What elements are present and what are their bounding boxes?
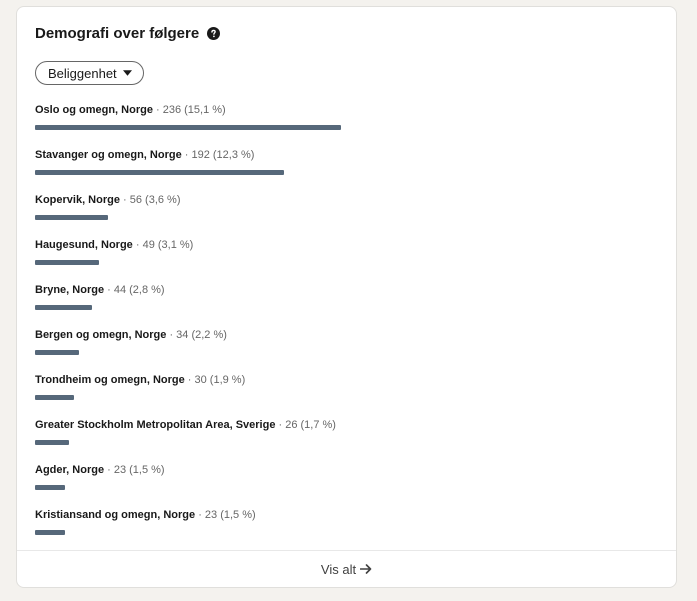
location-bar bbox=[35, 530, 65, 535]
location-name: Greater Stockholm Metropolitan Area, Sve… bbox=[35, 419, 276, 431]
location-list: Oslo og omegn, Norge · 236 (15,1 %) Stava… bbox=[35, 103, 658, 553]
location-bar bbox=[35, 395, 74, 400]
location-name: Agder, Norge bbox=[35, 464, 105, 476]
location-item: Agder, Norge · 23 (1,5 %) bbox=[35, 463, 658, 508]
location-item: Haugesund, Norge · 49 (3,1 %) bbox=[35, 238, 658, 283]
location-name: Kopervik, Norge bbox=[35, 194, 120, 206]
location-bar bbox=[35, 305, 92, 310]
location-text: Kopervik, Norge · 56 (3,6 %) bbox=[35, 193, 658, 207]
location-bar bbox=[35, 215, 108, 220]
location-bar bbox=[35, 125, 341, 130]
location-name: Haugesund, Norge bbox=[35, 239, 133, 251]
location-item: Oslo og omegn, Norge · 236 (15,1 %) bbox=[35, 103, 658, 148]
location-bar bbox=[35, 485, 65, 490]
location-item: Kristiansand og omegn, Norge · 23 (1,5 %… bbox=[35, 508, 658, 553]
location-item: Kopervik, Norge · 56 (3,6 %) bbox=[35, 193, 658, 238]
location-item: Stavanger og omegn, Norge · 192 (12,3 %) bbox=[35, 148, 658, 193]
location-count: · 23 (1,5 %) bbox=[104, 464, 165, 476]
card-footer: Vis alt bbox=[17, 550, 676, 587]
location-text: Bryne, Norge · 44 (2,8 %) bbox=[35, 283, 658, 297]
location-bar bbox=[35, 170, 284, 175]
filter-label: Beliggenhet bbox=[48, 65, 117, 81]
location-name: Trondheim og omegn, Norge bbox=[35, 374, 185, 386]
location-name: Stavanger og omegn, Norge bbox=[35, 149, 182, 161]
location-name: Kristiansand og omegn, Norge bbox=[35, 509, 196, 521]
location-bar bbox=[35, 350, 79, 355]
location-bar bbox=[35, 260, 99, 265]
location-count: · 49 (3,1 %) bbox=[132, 239, 194, 251]
location-text: Haugesund, Norge · 49 (3,1 %) bbox=[35, 238, 658, 252]
location-bar bbox=[35, 440, 69, 445]
location-text: Stavanger og omegn, Norge · 192 (12,3 %) bbox=[35, 148, 658, 162]
location-count: · 30 (1,9 %) bbox=[184, 374, 246, 386]
location-item: Trondheim og omegn, Norge · 30 (1,9 %) bbox=[35, 373, 658, 418]
location-count: · 26 (1,7 %) bbox=[275, 419, 336, 431]
location-count: · 23 (1,5 %) bbox=[195, 509, 256, 521]
location-text: Greater Stockholm Metropolitan Area, Sve… bbox=[35, 418, 658, 432]
location-count: · 44 (2,8 %) bbox=[104, 284, 165, 296]
show-all-button[interactable]: Vis alt bbox=[315, 561, 378, 578]
location-name: Bergen og omegn, Norge bbox=[35, 329, 167, 341]
follower-demographics-card: Demografi over følgere Beliggenhet Oslo … bbox=[16, 6, 677, 588]
location-item: Greater Stockholm Metropolitan Area, Sve… bbox=[35, 418, 658, 463]
location-item: Bergen og omegn, Norge · 34 (2,2 %) bbox=[35, 328, 658, 373]
location-count: · 56 (3,6 %) bbox=[119, 194, 181, 206]
location-text: Trondheim og omegn, Norge · 30 (1,9 %) bbox=[35, 373, 658, 387]
question-circle-icon[interactable] bbox=[207, 27, 221, 40]
location-count: · 236 (15,1 %) bbox=[152, 104, 226, 116]
caret-down-icon bbox=[122, 70, 132, 76]
location-count: · 34 (2,2 %) bbox=[166, 329, 227, 341]
location-text: Kristiansand og omegn, Norge · 23 (1,5 %… bbox=[35, 508, 658, 522]
location-name: Oslo og omegn, Norge bbox=[35, 104, 153, 116]
location-text: Agder, Norge · 23 (1,5 %) bbox=[35, 463, 658, 477]
location-count: · 192 (12,3 %) bbox=[181, 149, 255, 161]
show-all-label: Vis alt bbox=[320, 561, 357, 577]
location-filter-dropdown[interactable]: Beliggenhet bbox=[35, 61, 144, 85]
location-text: Bergen og omegn, Norge · 34 (2,2 %) bbox=[35, 328, 658, 342]
arrow-right-icon bbox=[360, 564, 372, 574]
location-name: Bryne, Norge bbox=[35, 284, 105, 296]
location-text: Oslo og omegn, Norge · 236 (15,1 %) bbox=[35, 103, 658, 117]
card-header: Demografi over følgere bbox=[35, 25, 221, 42]
card-title: Demografi over følgere bbox=[35, 25, 200, 42]
location-item: Bryne, Norge · 44 (2,8 %) bbox=[35, 283, 658, 328]
